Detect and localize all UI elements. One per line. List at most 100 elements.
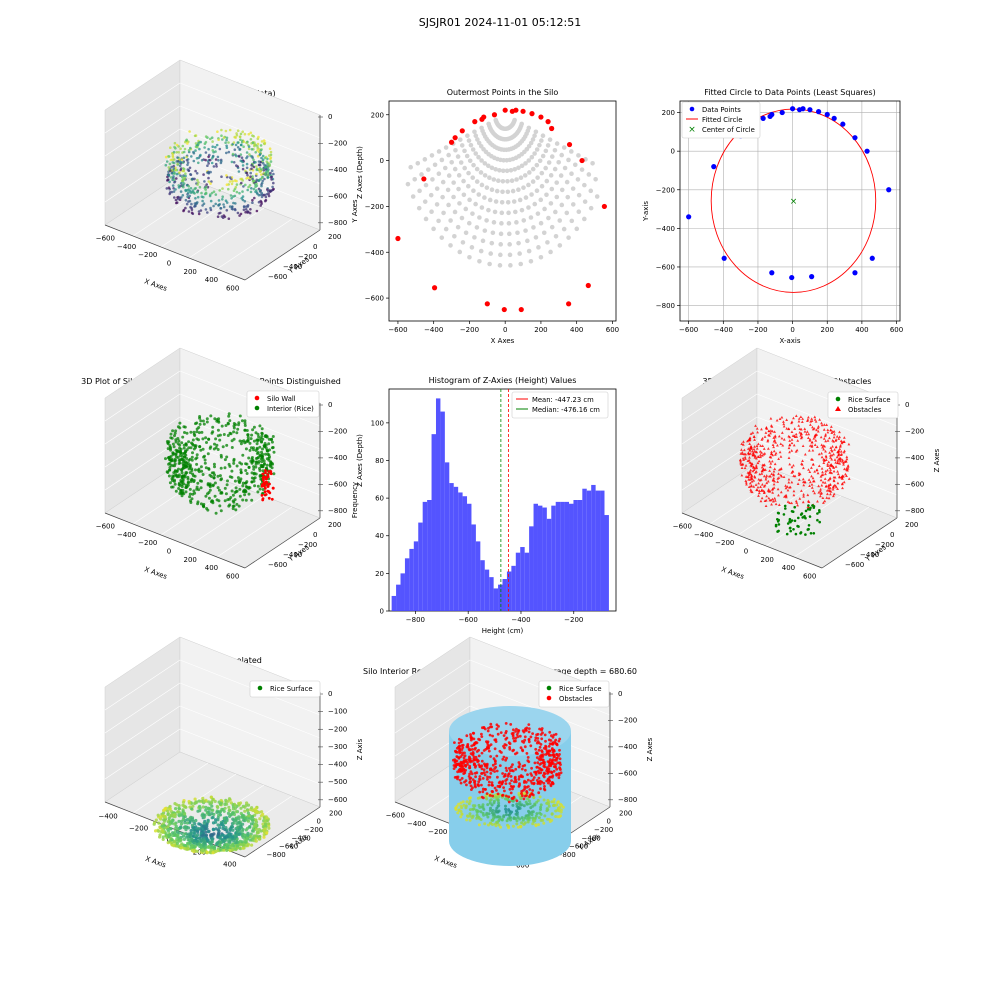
- data-point: [262, 459, 266, 463]
- surface-point: [193, 845, 197, 849]
- data-point: [249, 175, 252, 178]
- surface-point: [189, 846, 193, 850]
- x-tick-label: −600: [388, 326, 407, 334]
- obstacle-point: [512, 739, 516, 743]
- obstacle-point: [518, 734, 522, 738]
- interior-point: [505, 178, 510, 184]
- data-point: [194, 169, 197, 173]
- data-point: [253, 476, 257, 480]
- y-tick-label: −800: [656, 302, 675, 310]
- obstacle-point: [527, 730, 531, 734]
- surface-point: [215, 804, 219, 809]
- obstacle-point: [544, 739, 547, 743]
- data-point: [195, 172, 199, 175]
- x-tick-label: −600: [679, 326, 698, 334]
- legend-label: Data Points: [702, 106, 741, 114]
- interior-point: [534, 147, 540, 152]
- obstacle-point: [845, 474, 848, 477]
- obstacle-point: [745, 482, 748, 486]
- obstacle-point: [844, 460, 848, 463]
- obstacle-point: [742, 458, 746, 462]
- data-point: [243, 428, 247, 432]
- data-point: [213, 481, 217, 485]
- obstacle-point: [752, 485, 756, 488]
- interior-point: [489, 240, 495, 246]
- interior-point: [517, 197, 523, 203]
- obstacle-point: [511, 787, 514, 791]
- obstacle-point: [777, 434, 781, 438]
- obstacle-point: [459, 740, 463, 744]
- data-point: [232, 437, 236, 441]
- obstacle-point: [466, 760, 469, 764]
- histogram-bar: [435, 398, 441, 611]
- interior-point: [557, 243, 563, 248]
- obstacle-point: [545, 766, 549, 769]
- data-point: [247, 145, 251, 148]
- rice-point: [812, 532, 816, 535]
- x-tick-label: −200: [428, 828, 447, 836]
- surface-point: [189, 815, 193, 819]
- obstacle-point: [771, 491, 775, 494]
- data-point: [207, 162, 210, 165]
- surface-point: [197, 836, 201, 840]
- rice-point: [509, 816, 512, 820]
- obstacle-point: [824, 458, 828, 462]
- surface-point: [237, 801, 241, 805]
- x-tick-label: 600: [803, 573, 816, 581]
- surface-point: [154, 829, 158, 833]
- obstacle-point: [813, 435, 817, 439]
- data-point: [760, 115, 766, 121]
- data-point: [180, 471, 184, 475]
- z-tick-label: −800: [618, 796, 637, 804]
- wall-point: [261, 472, 265, 476]
- obstacle-point: [485, 766, 489, 770]
- obstacle-point: [771, 487, 775, 491]
- rice-point: [459, 804, 463, 808]
- obstacle-point: [525, 791, 529, 795]
- legend-label: Rice Surface: [559, 685, 602, 693]
- obstacle-point: [836, 472, 840, 476]
- obstacle-point: [834, 445, 838, 448]
- x-tick-label: −200: [138, 251, 157, 259]
- obstacle-point: [744, 475, 748, 478]
- surface-point: [261, 822, 265, 826]
- obstacle-point: [505, 756, 508, 760]
- rice-point: [493, 815, 497, 819]
- surface-point: [190, 849, 194, 853]
- outer-point: [481, 114, 487, 120]
- obstacle-point: [788, 501, 792, 504]
- surface-point: [158, 835, 162, 839]
- obstacle-point: [790, 441, 794, 445]
- data-point: [242, 140, 246, 143]
- surface-point: [248, 838, 252, 842]
- obstacle-point: [543, 761, 546, 764]
- obstacle-point: [756, 455, 760, 458]
- interior-point: [474, 166, 480, 172]
- rice-point: [500, 818, 504, 821]
- interior-point: [533, 129, 539, 135]
- data-point: [204, 151, 208, 154]
- data-point: [235, 132, 238, 135]
- outer-point: [601, 203, 607, 210]
- obstacle-point: [820, 483, 824, 487]
- z-tick-label: −200: [905, 427, 924, 435]
- obstacle-point: [773, 435, 777, 439]
- data-point: [244, 208, 248, 211]
- obstacle-point: [829, 446, 833, 449]
- rice-point: [517, 793, 521, 797]
- data-point: [261, 161, 265, 165]
- data-point: [168, 466, 172, 469]
- obstacle-point: [829, 425, 833, 428]
- data-point: [210, 180, 213, 183]
- data-point: [228, 464, 232, 468]
- obstacle-point: [801, 477, 805, 481]
- data-point: [224, 141, 227, 144]
- data-point: [167, 440, 171, 444]
- surface-point: [201, 824, 206, 829]
- obstacle-point: [740, 473, 744, 477]
- obstacle-point: [486, 777, 489, 781]
- interior-point: [476, 154, 481, 160]
- rice-point: [499, 825, 503, 829]
- rice-point: [517, 802, 521, 806]
- interior-point: [466, 138, 472, 143]
